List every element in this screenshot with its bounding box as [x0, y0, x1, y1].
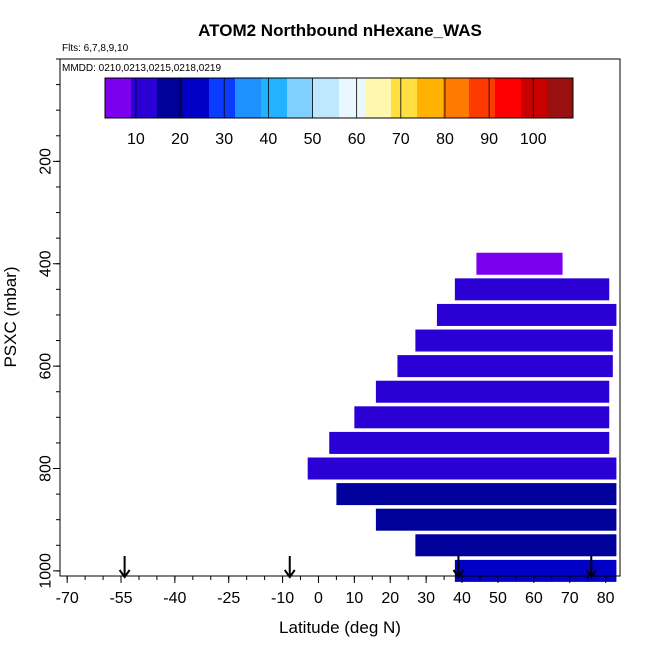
colorbar-segment [469, 78, 496, 118]
colorbar-segment [313, 78, 340, 118]
data-band [415, 534, 617, 557]
flights-note: Flts: 6,7,8,9,10 [62, 43, 129, 54]
axes: -70 -55 -40 -25 -10 0 10 20 30 40 50 60 70 80 200 400 60… [38, 58, 615, 607]
colorbar-segment [157, 78, 184, 118]
y-tick-label: 400 [38, 250, 55, 277]
x-tick-label: 80 [597, 590, 615, 607]
x-tick-label: -55 [109, 590, 132, 607]
data-band [454, 278, 610, 301]
colorbar-segment [339, 78, 366, 118]
colorbar-segment [287, 78, 314, 118]
x-tick-label: -10 [271, 590, 294, 607]
colorbar-frame [104, 77, 574, 119]
chart-title: ATOM2 Northbound nHexane_WAS [198, 21, 482, 40]
colorbar-segment [235, 78, 262, 118]
x-tick-label: 70 [561, 590, 579, 607]
data-band [354, 406, 610, 429]
latitude-arrows [118, 556, 598, 579]
y-axis-label: PSXC (mbar) [1, 266, 20, 367]
dates-note: MMDD: 0210,0213,0215,0218,0219 [62, 63, 221, 74]
data-band [415, 329, 613, 352]
colorbar-segment [131, 78, 158, 118]
colorbar-segment [105, 78, 132, 118]
y-tick-label: 600 [38, 353, 55, 380]
colorbar-segment [183, 78, 210, 118]
arrow-head [283, 569, 296, 579]
x-tick-label: 10 [345, 590, 363, 607]
colorbar-segment [547, 78, 574, 118]
colorbar-tick-label: 50 [304, 131, 322, 148]
latitude-arrow [283, 556, 296, 579]
colorbar-tick-label: 100 [520, 131, 547, 148]
data-band [307, 457, 617, 480]
x-tick-label: 0 [314, 590, 323, 607]
x-axis-label: Latitude (deg N) [279, 618, 401, 637]
arrow-head [118, 569, 131, 579]
x-tick-label: -25 [217, 590, 240, 607]
x-tick-label: -40 [163, 590, 186, 607]
y-tick-label: 200 [38, 148, 55, 175]
colorbar-tick-label: 10 [127, 131, 145, 148]
data-band [375, 508, 617, 531]
x-tick-label: 40 [453, 590, 471, 607]
data-band [436, 303, 617, 326]
colorbar-segment [417, 78, 444, 118]
x-tick-label: 50 [489, 590, 507, 607]
x-tick-label: 60 [525, 590, 543, 607]
arrow-head [585, 569, 598, 579]
data-band [375, 380, 610, 403]
colorbar-tick-label: 60 [348, 131, 366, 148]
data-band [476, 252, 563, 275]
data-band [336, 483, 617, 506]
colorbar-segment [443, 78, 470, 118]
y-tick-label: 1000 [38, 553, 55, 589]
arrow-head [452, 569, 465, 579]
latitude-arrow [118, 556, 131, 579]
colorbar: 10 20 30 40 50 60 70 80 90 100 [104, 77, 574, 148]
x-tick-label: 20 [381, 590, 399, 607]
y-tick-label: 800 [38, 455, 55, 482]
colorbar-tick-label: 40 [259, 131, 277, 148]
colorbar-segment [365, 78, 392, 118]
colorbar-tick-label: 30 [215, 131, 233, 148]
colorbar-segment [521, 78, 548, 118]
colorbar-tick-label: 20 [171, 131, 189, 148]
data-band [397, 355, 613, 378]
colorbar-tick-label: 80 [436, 131, 454, 148]
plot-frame [59, 58, 621, 577]
colorbar-tick-label: 90 [480, 131, 498, 148]
data-layer [307, 252, 617, 582]
latitude-arrow [452, 556, 465, 579]
colorbar-tick-label: 70 [392, 131, 410, 148]
x-tick-label: -70 [56, 590, 79, 607]
data-band [329, 431, 610, 454]
colorbar-segment [391, 78, 418, 118]
colorbar-segment [209, 78, 236, 118]
colorbar-segment [495, 78, 522, 118]
latitude-arrow [585, 556, 598, 579]
x-tick-label: 30 [417, 590, 435, 607]
colorbar-segment [261, 78, 288, 118]
